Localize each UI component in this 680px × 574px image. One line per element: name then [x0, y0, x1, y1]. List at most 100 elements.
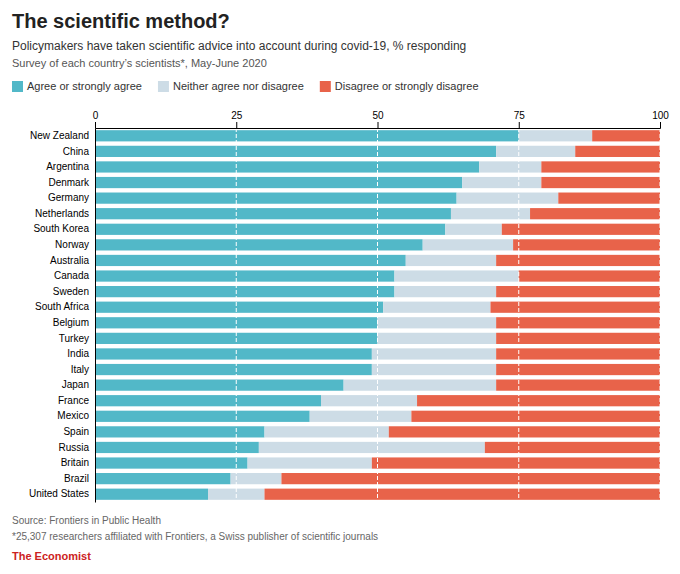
bar: [445, 224, 502, 235]
x-tick: 100: [652, 110, 669, 128]
y-tick-label: Mexico: [57, 410, 89, 421]
bar: [95, 208, 451, 219]
bar: [411, 411, 660, 422]
bar: [519, 270, 660, 281]
x-axis: 0255075100: [93, 110, 670, 129]
chart-svg: The scientific method?Policymakers have …: [0, 0, 680, 574]
bar: [95, 193, 457, 204]
bar: [95, 380, 344, 391]
bar: [95, 395, 321, 406]
grid-line: [236, 128, 237, 502]
grid-line: [518, 128, 519, 502]
bar: [259, 442, 485, 453]
y-tick-label: South Africa: [35, 301, 89, 312]
legend-label: Disagree or strongly disagree: [335, 80, 479, 92]
bar: [479, 161, 541, 172]
bar: [383, 302, 490, 313]
grid-line: [377, 128, 378, 502]
y-tick: Mexico: [57, 410, 89, 421]
bar: [496, 333, 660, 344]
bar: [231, 473, 282, 484]
bar-series: [95, 130, 519, 500]
bar: [558, 193, 660, 204]
bar: [372, 364, 496, 375]
x-tick: 0: [93, 110, 99, 128]
y-tick-label: Italy: [71, 364, 89, 375]
bar: [530, 208, 660, 219]
bar: [310, 411, 412, 422]
y-tick-label: South Korea: [33, 223, 89, 234]
x-tick-mark: [95, 122, 96, 128]
bar: [462, 177, 541, 188]
grid-line: [660, 128, 661, 502]
y-tick: China: [63, 146, 90, 157]
y-tick-label: France: [58, 395, 90, 406]
y-tick: Belgium: [53, 317, 89, 328]
y-tick-label: Belgium: [53, 317, 89, 328]
bar: [502, 224, 660, 235]
bar: [394, 270, 518, 281]
bar: [95, 348, 372, 359]
bar: [265, 489, 661, 500]
y-tick: Russia: [58, 442, 89, 453]
grid: [95, 128, 660, 502]
y-tick: Norway: [55, 239, 89, 250]
bar: [575, 146, 660, 157]
bar: [406, 255, 496, 266]
y-tick-label: Canada: [54, 270, 89, 281]
x-tick: 75: [514, 110, 526, 128]
bar: [496, 146, 575, 157]
y-tick-label: New Zealand: [30, 130, 89, 141]
bar: [592, 130, 660, 141]
bar-series: [265, 130, 661, 500]
x-tick: 25: [231, 110, 243, 128]
bar: [541, 177, 660, 188]
x-tick-label: 75: [514, 110, 526, 121]
legend-label: Neither agree nor disagree: [173, 80, 304, 92]
y-tick-label: Netherlands: [35, 208, 89, 219]
bar: [95, 286, 394, 297]
bar: [423, 239, 513, 250]
annotation: The Economist: [12, 550, 91, 562]
y-tick-label: India: [67, 348, 89, 359]
bar: [95, 130, 519, 141]
y-tick: United States: [29, 488, 89, 499]
y-tick-label: Denmark: [48, 177, 90, 188]
bar: [95, 239, 423, 250]
y-tick: South Africa: [35, 301, 89, 312]
bar: [95, 302, 383, 313]
bar: [496, 317, 660, 328]
y-tick-label: Argentina: [46, 161, 89, 172]
legend-swatch: [12, 81, 23, 92]
y-tick-label: Brazil: [64, 473, 89, 484]
bar: [378, 317, 497, 328]
y-tick-label: United States: [29, 488, 89, 499]
bar: [95, 457, 248, 468]
legend-item: Agree or strongly agree: [12, 80, 142, 92]
y-tick: Sweden: [53, 286, 89, 297]
y-tick-label: Norway: [55, 239, 89, 250]
bar: [451, 208, 530, 219]
y-tick: India: [67, 348, 89, 359]
y-tick-label: Spain: [63, 426, 89, 437]
bar: [95, 442, 259, 453]
y-tick: Argentina: [46, 161, 89, 172]
bar: [372, 348, 496, 359]
y-tick-label: Britain: [61, 457, 89, 468]
legend: Agree or strongly agree Neither agree nor…: [12, 80, 479, 92]
bar: [457, 193, 559, 204]
title: The scientific method?: [12, 10, 230, 32]
bar: [389, 426, 660, 437]
bar: [344, 380, 497, 391]
y-tick: Denmark: [48, 177, 90, 188]
y-tick-label: Germany: [48, 192, 89, 203]
bar: [95, 364, 372, 375]
bar: [248, 457, 372, 468]
x-tick-mark: [236, 122, 237, 128]
bar: [394, 286, 496, 297]
y-tick-label: Russia: [58, 442, 89, 453]
bar: [281, 473, 660, 484]
bar: [513, 239, 660, 250]
bar: [378, 333, 497, 344]
y-tick: New Zealand: [30, 130, 89, 141]
